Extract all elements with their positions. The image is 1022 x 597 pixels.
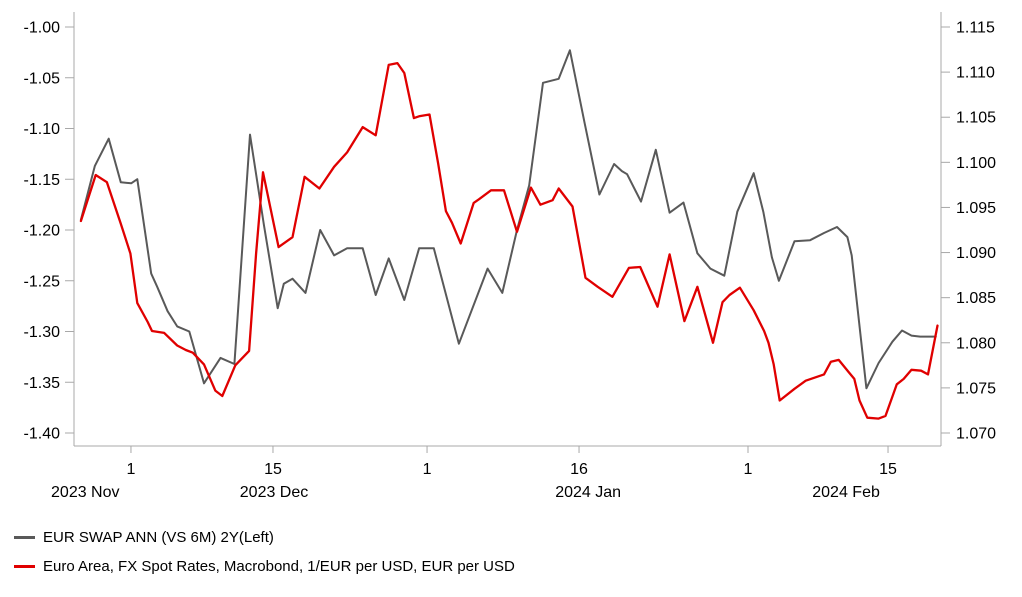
x-axis-month-label: 2023 Nov bbox=[51, 484, 120, 501]
x-axis-day-label: 1 bbox=[127, 461, 136, 478]
x-axis-month-label: 2024 Feb bbox=[812, 484, 880, 501]
right-axis-tick-label: 1.105 bbox=[956, 110, 996, 127]
legend-item-eur-swap: EUR SWAP ANN (VS 6M) 2Y(Left) bbox=[14, 523, 515, 552]
series-line-eur-swap bbox=[79, 49, 937, 390]
legend-line-swatch-gray bbox=[14, 536, 35, 539]
right-axis-tick-label: 1.100 bbox=[956, 155, 996, 172]
left-axis-tick-label: -1.40 bbox=[24, 426, 61, 443]
x-axis-day-label: 15 bbox=[264, 461, 282, 478]
left-axis-tick-label: -1.20 bbox=[24, 223, 61, 240]
legend-label-eur-usd-spot: Euro Area, FX Spot Rates, Macrobond, 1/E… bbox=[43, 558, 515, 575]
right-axis-tick-label: 1.085 bbox=[956, 290, 996, 307]
legend-label-eur-swap: EUR SWAP ANN (VS 6M) 2Y(Left) bbox=[43, 529, 274, 546]
series-line-eur-usd-spot bbox=[79, 61, 939, 420]
left-axis-tick-label: -1.00 bbox=[24, 20, 61, 37]
x-axis-day-label: 1 bbox=[744, 461, 753, 478]
left-axis-tick-label: -1.05 bbox=[24, 70, 61, 87]
legend-line-swatch-red bbox=[14, 565, 35, 568]
right-axis-tick-label: 1.115 bbox=[956, 20, 995, 37]
x-axis-month-label: 2023 Dec bbox=[240, 484, 309, 501]
left-axis-tick-label: -1.10 bbox=[24, 121, 61, 138]
right-axis-tick-label: 1.110 bbox=[956, 65, 995, 82]
x-axis-day-label: 16 bbox=[570, 461, 588, 478]
left-axis-tick-label: -1.30 bbox=[24, 324, 61, 341]
right-axis-tick-label: 1.080 bbox=[956, 335, 996, 352]
x-axis-day-label: 15 bbox=[879, 461, 897, 478]
right-axis-tick-label: 1.070 bbox=[956, 426, 996, 443]
right-axis-tick-label: 1.075 bbox=[956, 380, 996, 397]
x-axis-month-label: 2024 Jan bbox=[555, 484, 621, 501]
left-axis-tick-label: -1.15 bbox=[24, 172, 61, 189]
dual-axis-line-chart: -1.00 -1.05 -1.10 -1.15 -1.20 -1.25 -1.30 -1.35… bbox=[24, 12, 996, 501]
x-axis-day-label: 1 bbox=[423, 461, 432, 478]
left-axis-tick-label: -1.35 bbox=[24, 375, 61, 392]
right-axis-tick-label: 1.090 bbox=[956, 245, 996, 262]
left-axis-tick-label: -1.25 bbox=[24, 273, 61, 290]
chart-legend: EUR SWAP ANN (VS 6M) 2Y(Left) Euro Area,… bbox=[14, 523, 515, 581]
legend-item-eur-usd-spot: Euro Area, FX Spot Rates, Macrobond, 1/E… bbox=[14, 552, 515, 581]
right-axis-tick-label: 1.095 bbox=[956, 200, 996, 217]
